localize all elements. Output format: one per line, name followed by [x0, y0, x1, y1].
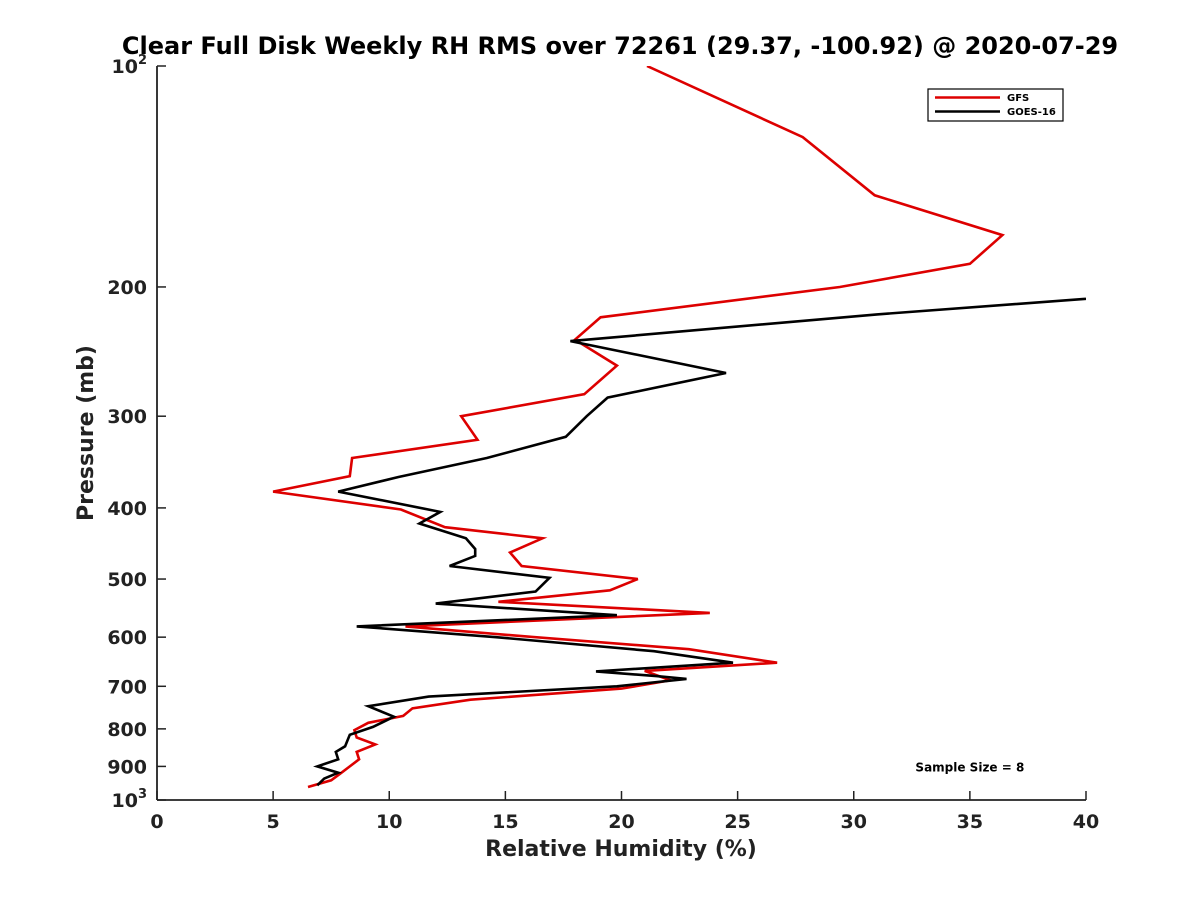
y-tick-label: 700 [107, 676, 147, 698]
y-tick-label: 500 [107, 569, 147, 591]
y-tick-label: 900 [107, 756, 147, 778]
x-tick-label: 10 [376, 811, 402, 833]
x-tick-label: 40 [1073, 811, 1099, 833]
y-tick-label: 400 [107, 498, 147, 520]
legend-box [927, 88, 1064, 122]
y-axis-label: Pressure (mb) [74, 345, 99, 521]
x-tick-label: 30 [841, 811, 867, 833]
series-line-goes-16 [313, 297, 1086, 787]
x-tick-label: 35 [957, 811, 983, 833]
legend-gfs-label: GFS [1007, 93, 1029, 104]
y-ticks: 102 200 300 400 500 600 700 800 900 103 [107, 53, 166, 812]
y-tick-label: 800 [107, 719, 147, 741]
plot-area: 0 5 10 15 20 25 30 35 40 102 200 300 400 500 600 700 80… [107, 53, 1099, 833]
series-layer [272, 66, 1086, 789]
chart-title: Clear Full Disk Weekly RH RMS over 72261… [122, 32, 1118, 60]
x-axis-label: Relative Humidity (%) [485, 837, 757, 862]
legend: GFS GOES-16 [927, 88, 1064, 122]
y-tick-label: 103 [112, 787, 148, 812]
y-tick-label: 300 [107, 406, 147, 428]
y-tick-label: 102 [112, 53, 148, 78]
x-tick-label: 15 [492, 811, 518, 833]
legend-goes16-label: GOES-16 [1007, 107, 1056, 118]
x-tick-label: 20 [608, 811, 634, 833]
x-ticks: 0 5 10 15 20 25 30 35 40 [150, 791, 1099, 833]
series-line-gfs [272, 66, 1005, 789]
x-tick-label: 25 [724, 811, 750, 833]
y-tick-label: 200 [107, 277, 147, 299]
x-tick-label: 0 [150, 811, 163, 833]
y-tick-label: 600 [107, 627, 147, 649]
sample-size-annotation: Sample Size = 8 [915, 760, 1024, 774]
x-tick-label: 5 [267, 811, 280, 833]
